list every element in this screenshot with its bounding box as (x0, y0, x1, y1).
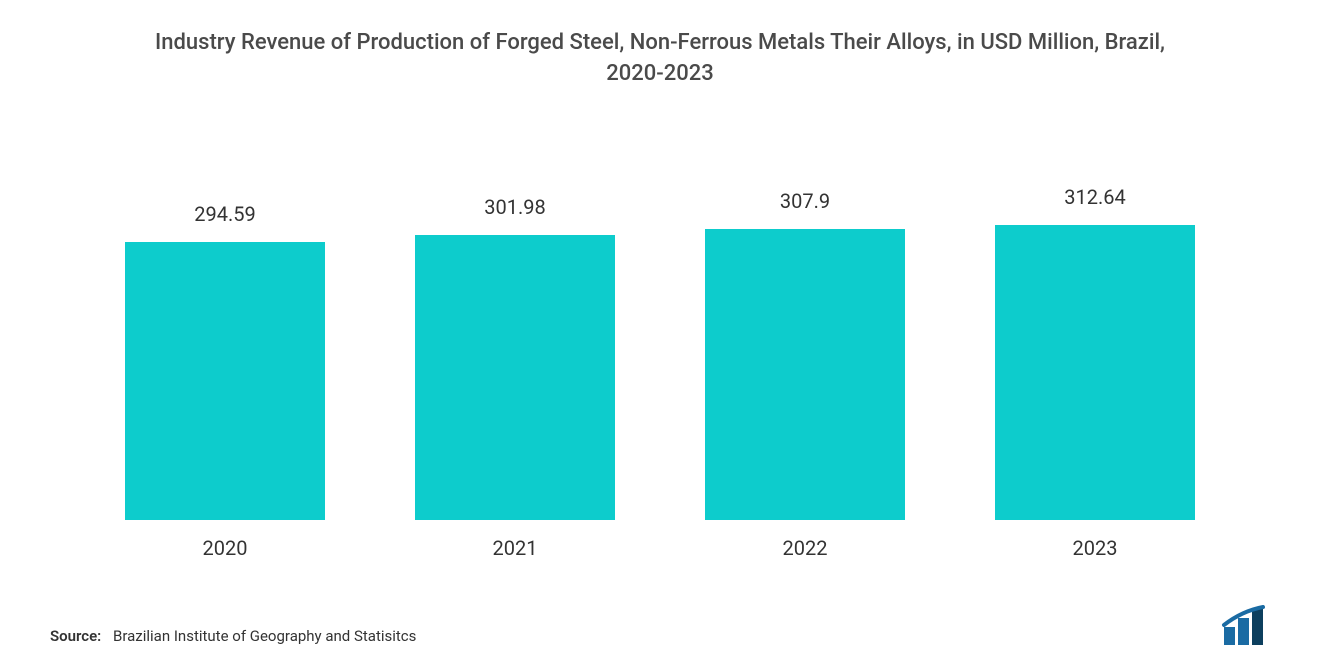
chart-area: 294.59 2020 301.98 2021 307.9 2022 312.6… (50, 140, 1270, 570)
logo-icon (1220, 605, 1270, 645)
chart-title: Industry Revenue of Production of Forged… (135, 28, 1185, 90)
bar-group-3: 312.64 2023 (967, 185, 1222, 560)
bar-1 (415, 235, 615, 520)
bar-label-3: 2023 (1073, 536, 1118, 560)
bar-value-3: 312.64 (1064, 185, 1125, 209)
bar-label-2: 2022 (783, 536, 828, 560)
source: Source: Brazilian Institute of Geography… (50, 627, 416, 645)
source-text: Brazilian Institute of Geography and Sta… (113, 627, 416, 645)
bar-3 (995, 225, 1195, 520)
footer: Source: Brazilian Institute of Geography… (50, 585, 1270, 645)
bar-group-1: 301.98 2021 (387, 195, 642, 560)
bar-label-0: 2020 (203, 536, 248, 560)
bar-value-1: 301.98 (484, 195, 545, 219)
bar-group-2: 307.9 2022 (677, 189, 932, 560)
bar-0 (125, 242, 325, 520)
bar-group-0: 294.59 2020 (97, 202, 352, 560)
source-label: Source: (50, 627, 101, 645)
brand-logo (1220, 605, 1270, 645)
bar-value-0: 294.59 (194, 202, 255, 226)
chart-container: Industry Revenue of Production of Forged… (0, 0, 1320, 665)
bar-value-2: 307.9 (780, 189, 830, 213)
bar-2 (705, 229, 905, 520)
bar-label-1: 2021 (493, 536, 538, 560)
